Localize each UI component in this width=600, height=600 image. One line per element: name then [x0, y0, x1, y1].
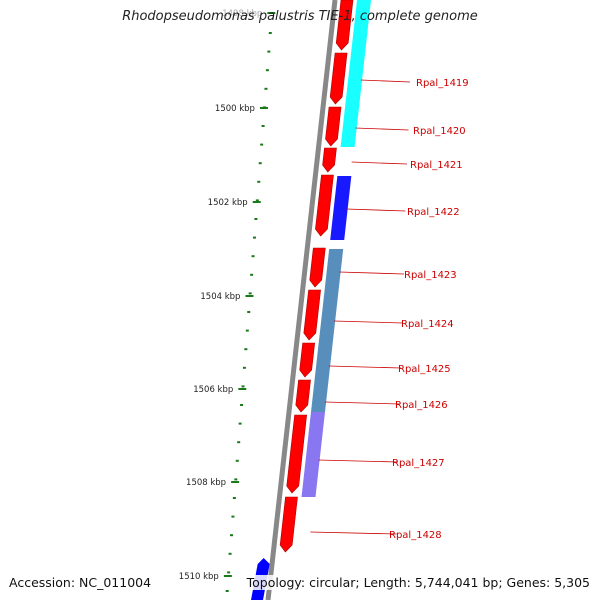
gene-label: Rpal_1424: [401, 319, 454, 330]
label-leader: [360, 79, 411, 83]
cds-arrow: [309, 247, 326, 288]
feature-block: [340, 0, 371, 147]
gene-label: Rpal_1419: [416, 78, 469, 89]
genome-backbone: [265, 0, 338, 600]
label-leader: [310, 531, 397, 535]
feature-track: [301, 0, 371, 497]
feature-block: [301, 412, 325, 497]
cds-arrow: [279, 496, 298, 553]
label-leader: [333, 320, 403, 324]
label-leader: [346, 208, 406, 212]
backbone-line: [265, 0, 338, 600]
feature-block: [330, 176, 352, 240]
cds-arrow: [286, 414, 307, 494]
gene-label: Rpal_1426: [395, 400, 448, 411]
label-leader: [318, 459, 399, 463]
scale-label: 1502 kbp: [208, 198, 248, 208]
accession-label: Accession: NC_011004: [9, 575, 152, 590]
gene-labels: Rpal_1419 Rpal_1420 Rpal_1421 Rpal_1422 Rpal…: [310, 78, 469, 541]
gene-label: Rpal_1427: [392, 458, 445, 469]
gene-label: Rpal_1420: [413, 126, 466, 137]
scale-label: 1506 kbp: [193, 385, 233, 395]
label-leader: [324, 401, 400, 405]
gene-label: Rpal_1428: [389, 530, 442, 541]
gene-label: Rpal_1425: [398, 364, 451, 375]
map-title: Rhodopseudomonas palustris TIE-1, comple…: [122, 9, 478, 24]
cds-arrow: [335, 0, 354, 51]
label-leader: [351, 161, 408, 165]
scale-ticks: [223, 12, 276, 592]
gene-label: Rpal_1422: [407, 207, 460, 218]
scale-label: 1510 kbp: [179, 572, 219, 582]
scale-label: 1508 kbp: [186, 478, 226, 488]
gene-label: Rpal_1421: [410, 160, 463, 171]
cds-arrow: [329, 52, 348, 105]
label-leader: [355, 127, 409, 131]
cds-arrow: [322, 147, 337, 173]
cds-arrow: [299, 342, 316, 378]
cds-arrow: [295, 379, 311, 413]
scale-labels: 1498 kbp 1500 kbp 1502 kbp 1504 kbp 1506 kbp…: [179, 9, 263, 582]
cds-arrow: [315, 174, 334, 237]
scale-label: 1504 kbp: [200, 292, 240, 302]
scale-label: 1498 kbp: [222, 9, 262, 19]
label-leader: [339, 271, 405, 275]
gene-label: Rpal_1423: [404, 270, 457, 281]
cds-arrow: [325, 106, 342, 147]
feature-block: [310, 249, 344, 412]
cds-arrow: [303, 289, 321, 341]
topology-summary: Topology: circular; Length: 5,744,041 bp…: [245, 575, 591, 590]
label-leader: [328, 365, 402, 369]
scale-label: 1500 kbp: [215, 104, 255, 114]
